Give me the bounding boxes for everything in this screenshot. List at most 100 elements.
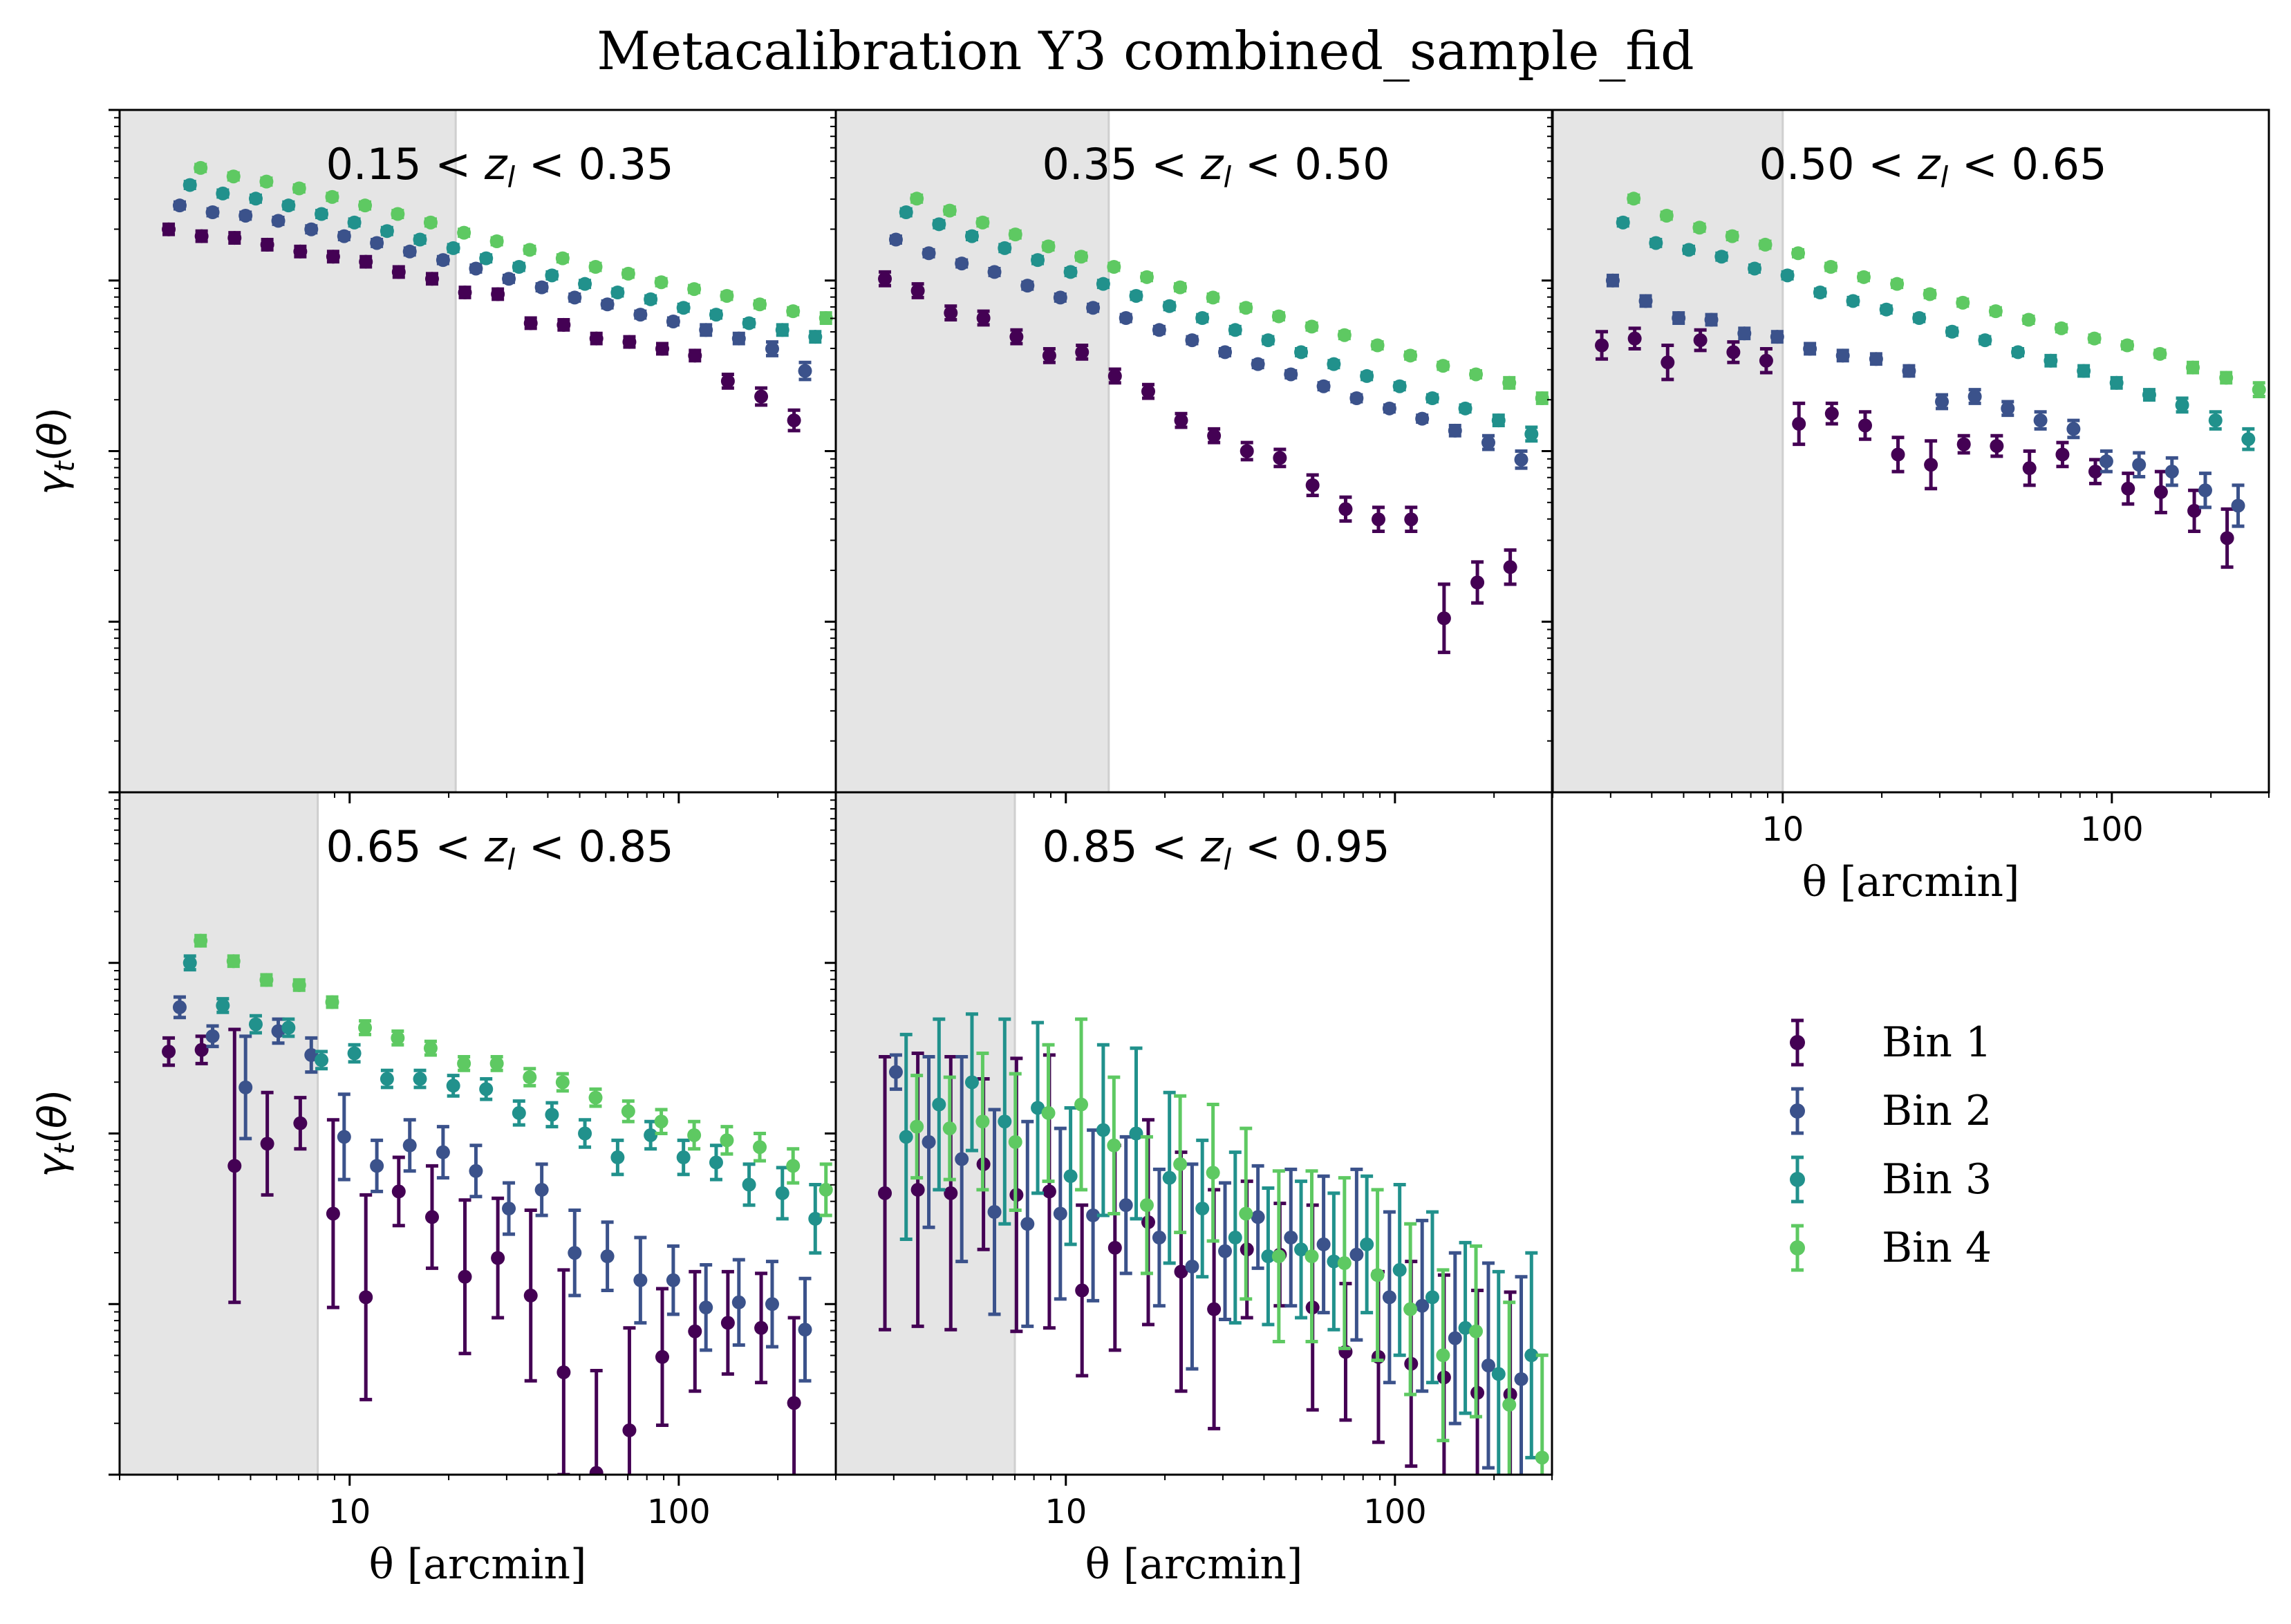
- marker: [337, 1130, 351, 1144]
- data-point: [2011, 345, 2026, 360]
- data-point: [226, 169, 241, 184]
- data-point: [370, 1138, 384, 1193]
- data-point: [1935, 393, 1949, 411]
- panel-data: [878, 192, 1549, 655]
- marker: [998, 1114, 1012, 1129]
- marker: [754, 1320, 769, 1335]
- marker: [2088, 465, 2102, 479]
- marker: [523, 1070, 537, 1085]
- marker: [910, 192, 924, 206]
- scale-cut-shade: [836, 792, 1016, 1475]
- data-point: [688, 348, 702, 363]
- marker: [720, 1133, 734, 1148]
- data-point: [489, 1054, 504, 1072]
- data-point: [1206, 290, 1220, 305]
- data-point: [798, 1276, 812, 1383]
- data-point: [1967, 388, 1982, 405]
- data-point: [1770, 330, 1784, 344]
- data-point: [1316, 1174, 1331, 1315]
- data-point: [1856, 270, 1871, 284]
- data-point: [720, 372, 735, 390]
- data-point: [720, 288, 734, 303]
- data-point: [798, 360, 812, 382]
- data-point: [2088, 458, 2102, 485]
- marker: [226, 169, 241, 184]
- data-point: [955, 1054, 969, 1264]
- marker: [457, 1056, 471, 1071]
- data-point: [1469, 367, 1484, 382]
- data-point: [1780, 268, 1795, 283]
- marker: [1173, 1157, 1188, 1171]
- marker: [2121, 481, 2135, 496]
- data-point: [742, 1162, 756, 1207]
- marker: [391, 1031, 405, 1045]
- marker: [194, 229, 209, 243]
- marker: [2153, 485, 2168, 499]
- marker: [1041, 239, 1056, 254]
- marker: [622, 1423, 637, 1437]
- data-point: [1239, 1126, 1253, 1301]
- data-point: [1514, 1275, 1528, 1475]
- marker: [654, 275, 668, 290]
- data-point: [489, 234, 504, 248]
- marker: [1912, 311, 1927, 326]
- data-point: [446, 241, 460, 255]
- data-point: [1349, 1167, 1364, 1342]
- data-point: [1360, 368, 1374, 383]
- data-point: [1514, 449, 1528, 470]
- x-tick-label: 100: [1363, 1493, 1427, 1531]
- data-point: [731, 1258, 746, 1347]
- marker: [878, 1186, 892, 1200]
- data-point: [1458, 401, 1472, 416]
- data-point: [216, 997, 230, 1014]
- data-point: [1139, 1135, 1154, 1276]
- marker: [292, 181, 306, 196]
- data-point: [1436, 359, 1450, 373]
- marker: [1119, 1198, 1133, 1213]
- marker: [1803, 342, 1817, 356]
- series-bin-4: [194, 160, 833, 326]
- marker: [1086, 1208, 1101, 1222]
- data-point: [1042, 346, 1056, 364]
- marker: [1107, 368, 1122, 383]
- series-bin-3: [1616, 215, 2256, 451]
- marker: [260, 1137, 274, 1151]
- data-point: [1284, 367, 1298, 382]
- marker: [1891, 447, 1905, 462]
- data-point: [1869, 352, 1883, 366]
- data-point: [1956, 433, 1971, 455]
- marker: [944, 1186, 958, 1200]
- data-point: [922, 246, 936, 261]
- data-point: [436, 253, 450, 268]
- marker: [621, 1104, 635, 1119]
- data-point: [227, 1027, 242, 1305]
- marker: [1239, 301, 1253, 315]
- data-point: [1891, 436, 1905, 474]
- marker: [1294, 1242, 1309, 1257]
- data-point: [2121, 472, 2135, 506]
- data-point: [2220, 507, 2234, 569]
- data-point: [998, 1017, 1012, 1226]
- data-point: [260, 1090, 274, 1197]
- data-point: [1437, 582, 1451, 655]
- data-point: [402, 1118, 417, 1173]
- marker: [1185, 333, 1199, 348]
- marker: [666, 1273, 680, 1287]
- series-bin-1: [878, 270, 1517, 655]
- marker: [688, 1324, 702, 1338]
- marker: [2142, 388, 2156, 402]
- marker: [479, 1082, 494, 1096]
- data-point: [281, 1017, 296, 1038]
- series-bin-3: [183, 178, 823, 344]
- marker: [347, 1046, 362, 1061]
- data-point: [424, 1164, 439, 1270]
- marker: [910, 1119, 924, 1134]
- marker: [808, 330, 823, 344]
- x-axis-label: θ [arcmin]: [1802, 858, 2020, 906]
- marker: [1978, 333, 1992, 348]
- marker: [1139, 270, 1154, 284]
- data-point: [1415, 411, 1430, 426]
- data-point: [1371, 505, 1385, 533]
- data-point: [491, 287, 505, 301]
- marker: [1107, 260, 1121, 274]
